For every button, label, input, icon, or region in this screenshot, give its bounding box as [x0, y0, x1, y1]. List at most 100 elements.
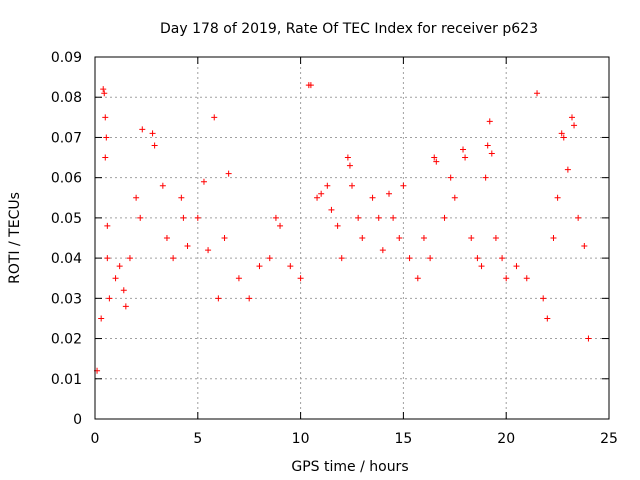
data-point: [101, 90, 108, 97]
data-point: [441, 214, 448, 221]
data-point: [564, 166, 571, 173]
axis-ticks: [94, 56, 610, 420]
data-point: [256, 263, 263, 270]
data-point: [324, 182, 331, 189]
chart-title: Day 178 of 2019, Rate Of TEC Index for r…: [160, 21, 538, 37]
data-point: [503, 275, 510, 282]
data-point: [554, 194, 561, 201]
y-tick-label: 0.06: [51, 171, 82, 187]
data-point: [575, 214, 582, 221]
data-point: [104, 255, 111, 262]
y-axis-label: ROTI / TECUs: [7, 192, 23, 284]
x-tick-label: 10: [292, 431, 310, 447]
data-point: [100, 86, 107, 93]
y-tick-label: 0.01: [51, 372, 82, 388]
data-point: [98, 315, 105, 322]
x-tick-label: 15: [394, 431, 412, 447]
data-point: [346, 162, 353, 169]
y-tick-label: 0.07: [51, 130, 82, 146]
data-point: [287, 263, 294, 270]
data-point: [379, 247, 386, 254]
x-tick-label: 5: [193, 431, 202, 447]
data-point: [499, 255, 506, 262]
data-point: [225, 170, 232, 177]
x-axis-label: GPS time / hours: [291, 459, 408, 475]
data-point: [581, 243, 588, 250]
data-point: [462, 154, 469, 161]
grid-lines: [95, 57, 609, 419]
data-point: [400, 182, 407, 189]
data-point: [414, 275, 421, 282]
data-point: [106, 295, 113, 302]
data-point: [338, 255, 345, 262]
data-point: [159, 182, 166, 189]
data-point: [334, 222, 341, 229]
data-point: [349, 182, 355, 189]
data-point: [568, 114, 575, 121]
y-tick-label: 0.04: [51, 251, 82, 267]
data-point: [149, 130, 156, 137]
data-point: [474, 255, 481, 262]
data-point: [585, 335, 592, 342]
data-point: [328, 206, 335, 213]
data-point: [184, 243, 191, 250]
plot-frame: [94, 56, 610, 420]
data-point: [116, 263, 123, 270]
data-point: [151, 142, 158, 149]
data-point: [492, 235, 499, 241]
data-point: [550, 235, 557, 241]
data-point: [139, 126, 146, 133]
data-point: [540, 295, 547, 302]
data-point: [468, 235, 475, 241]
y-tick-label: 0: [73, 412, 82, 428]
data-point: [307, 82, 314, 89]
data-point: [103, 134, 110, 141]
data-point: [178, 194, 185, 201]
data-point: [120, 287, 127, 294]
data-point: [433, 158, 440, 165]
data-point: [180, 214, 187, 221]
x-tick-labels: 0 5 10 15 20 25: [91, 431, 618, 447]
data-point: [420, 235, 427, 241]
data-point: [523, 275, 530, 282]
data-point: [211, 114, 218, 121]
data-point: [215, 295, 222, 302]
x-tick-label: 0: [91, 431, 100, 447]
data-point: [359, 235, 366, 241]
data-point: [431, 154, 438, 161]
y-tick-label: 0.03: [51, 291, 82, 307]
y-tick-label: 0.08: [51, 90, 82, 106]
data-point: [406, 255, 413, 262]
data-point: [297, 275, 304, 282]
y-tick-label: 0.02: [51, 332, 82, 348]
data-point: [534, 90, 541, 97]
data-point: [513, 263, 520, 270]
data-point: [170, 255, 177, 262]
data-points: [94, 82, 592, 374]
data-point: [560, 134, 567, 141]
data-point: [544, 315, 551, 322]
data-point: [375, 214, 382, 221]
y-tick-label: 0.05: [51, 211, 82, 227]
data-point: [272, 214, 279, 221]
data-point: [266, 255, 273, 262]
data-point: [344, 154, 351, 161]
data-point: [221, 235, 228, 241]
data-point: [390, 214, 397, 221]
data-point: [102, 154, 109, 161]
x-tick-label: 20: [497, 431, 515, 447]
data-point: [484, 142, 491, 149]
data-point: [194, 214, 201, 221]
data-point: [277, 222, 284, 229]
data-point: [447, 174, 454, 181]
data-point: [369, 194, 376, 201]
data-point: [235, 275, 242, 282]
x-tick-label: 25: [600, 431, 618, 447]
y-tick-label: 0.09: [51, 50, 82, 66]
data-point: [482, 174, 489, 181]
data-point: [318, 190, 325, 197]
data-point: [478, 263, 485, 270]
data-point: [571, 122, 578, 129]
